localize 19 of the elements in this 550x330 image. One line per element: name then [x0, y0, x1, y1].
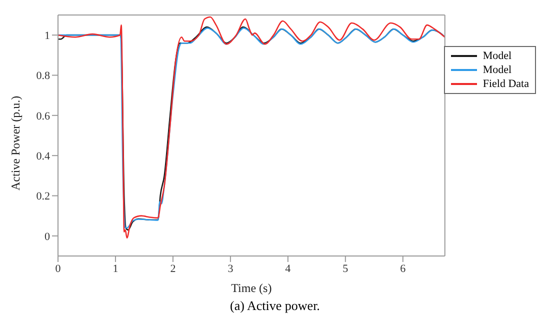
x-tick-label: 5 — [342, 262, 349, 275]
legend-label: Field Data — [482, 77, 529, 91]
x-tick-label: 6 — [400, 262, 406, 275]
y-tick-label: 0.4 — [36, 150, 50, 162]
x-tick-label: 2 — [170, 262, 176, 275]
x-tick-label: 3 — [228, 262, 234, 275]
x-tick-label: 1 — [112, 262, 118, 275]
y-tick-label: 0 — [44, 230, 50, 243]
legend-label: Model — [482, 63, 512, 77]
x-axis-title: Time (s) — [231, 281, 272, 295]
y-axis-title: Active Power (p.u.) — [8, 96, 22, 190]
text: (a) Active power. — [229, 298, 321, 314]
y-tick-label: 1 — [44, 30, 50, 42]
y-tick-label: 0.6 — [36, 110, 50, 122]
legend-label: Model — [482, 49, 512, 63]
y-tick-label: 0.2 — [36, 190, 50, 203]
x-tick-label: 4 — [285, 262, 292, 275]
x-tick-label: 0 — [55, 262, 62, 275]
y-tick-label: 0.8 — [36, 70, 50, 82]
